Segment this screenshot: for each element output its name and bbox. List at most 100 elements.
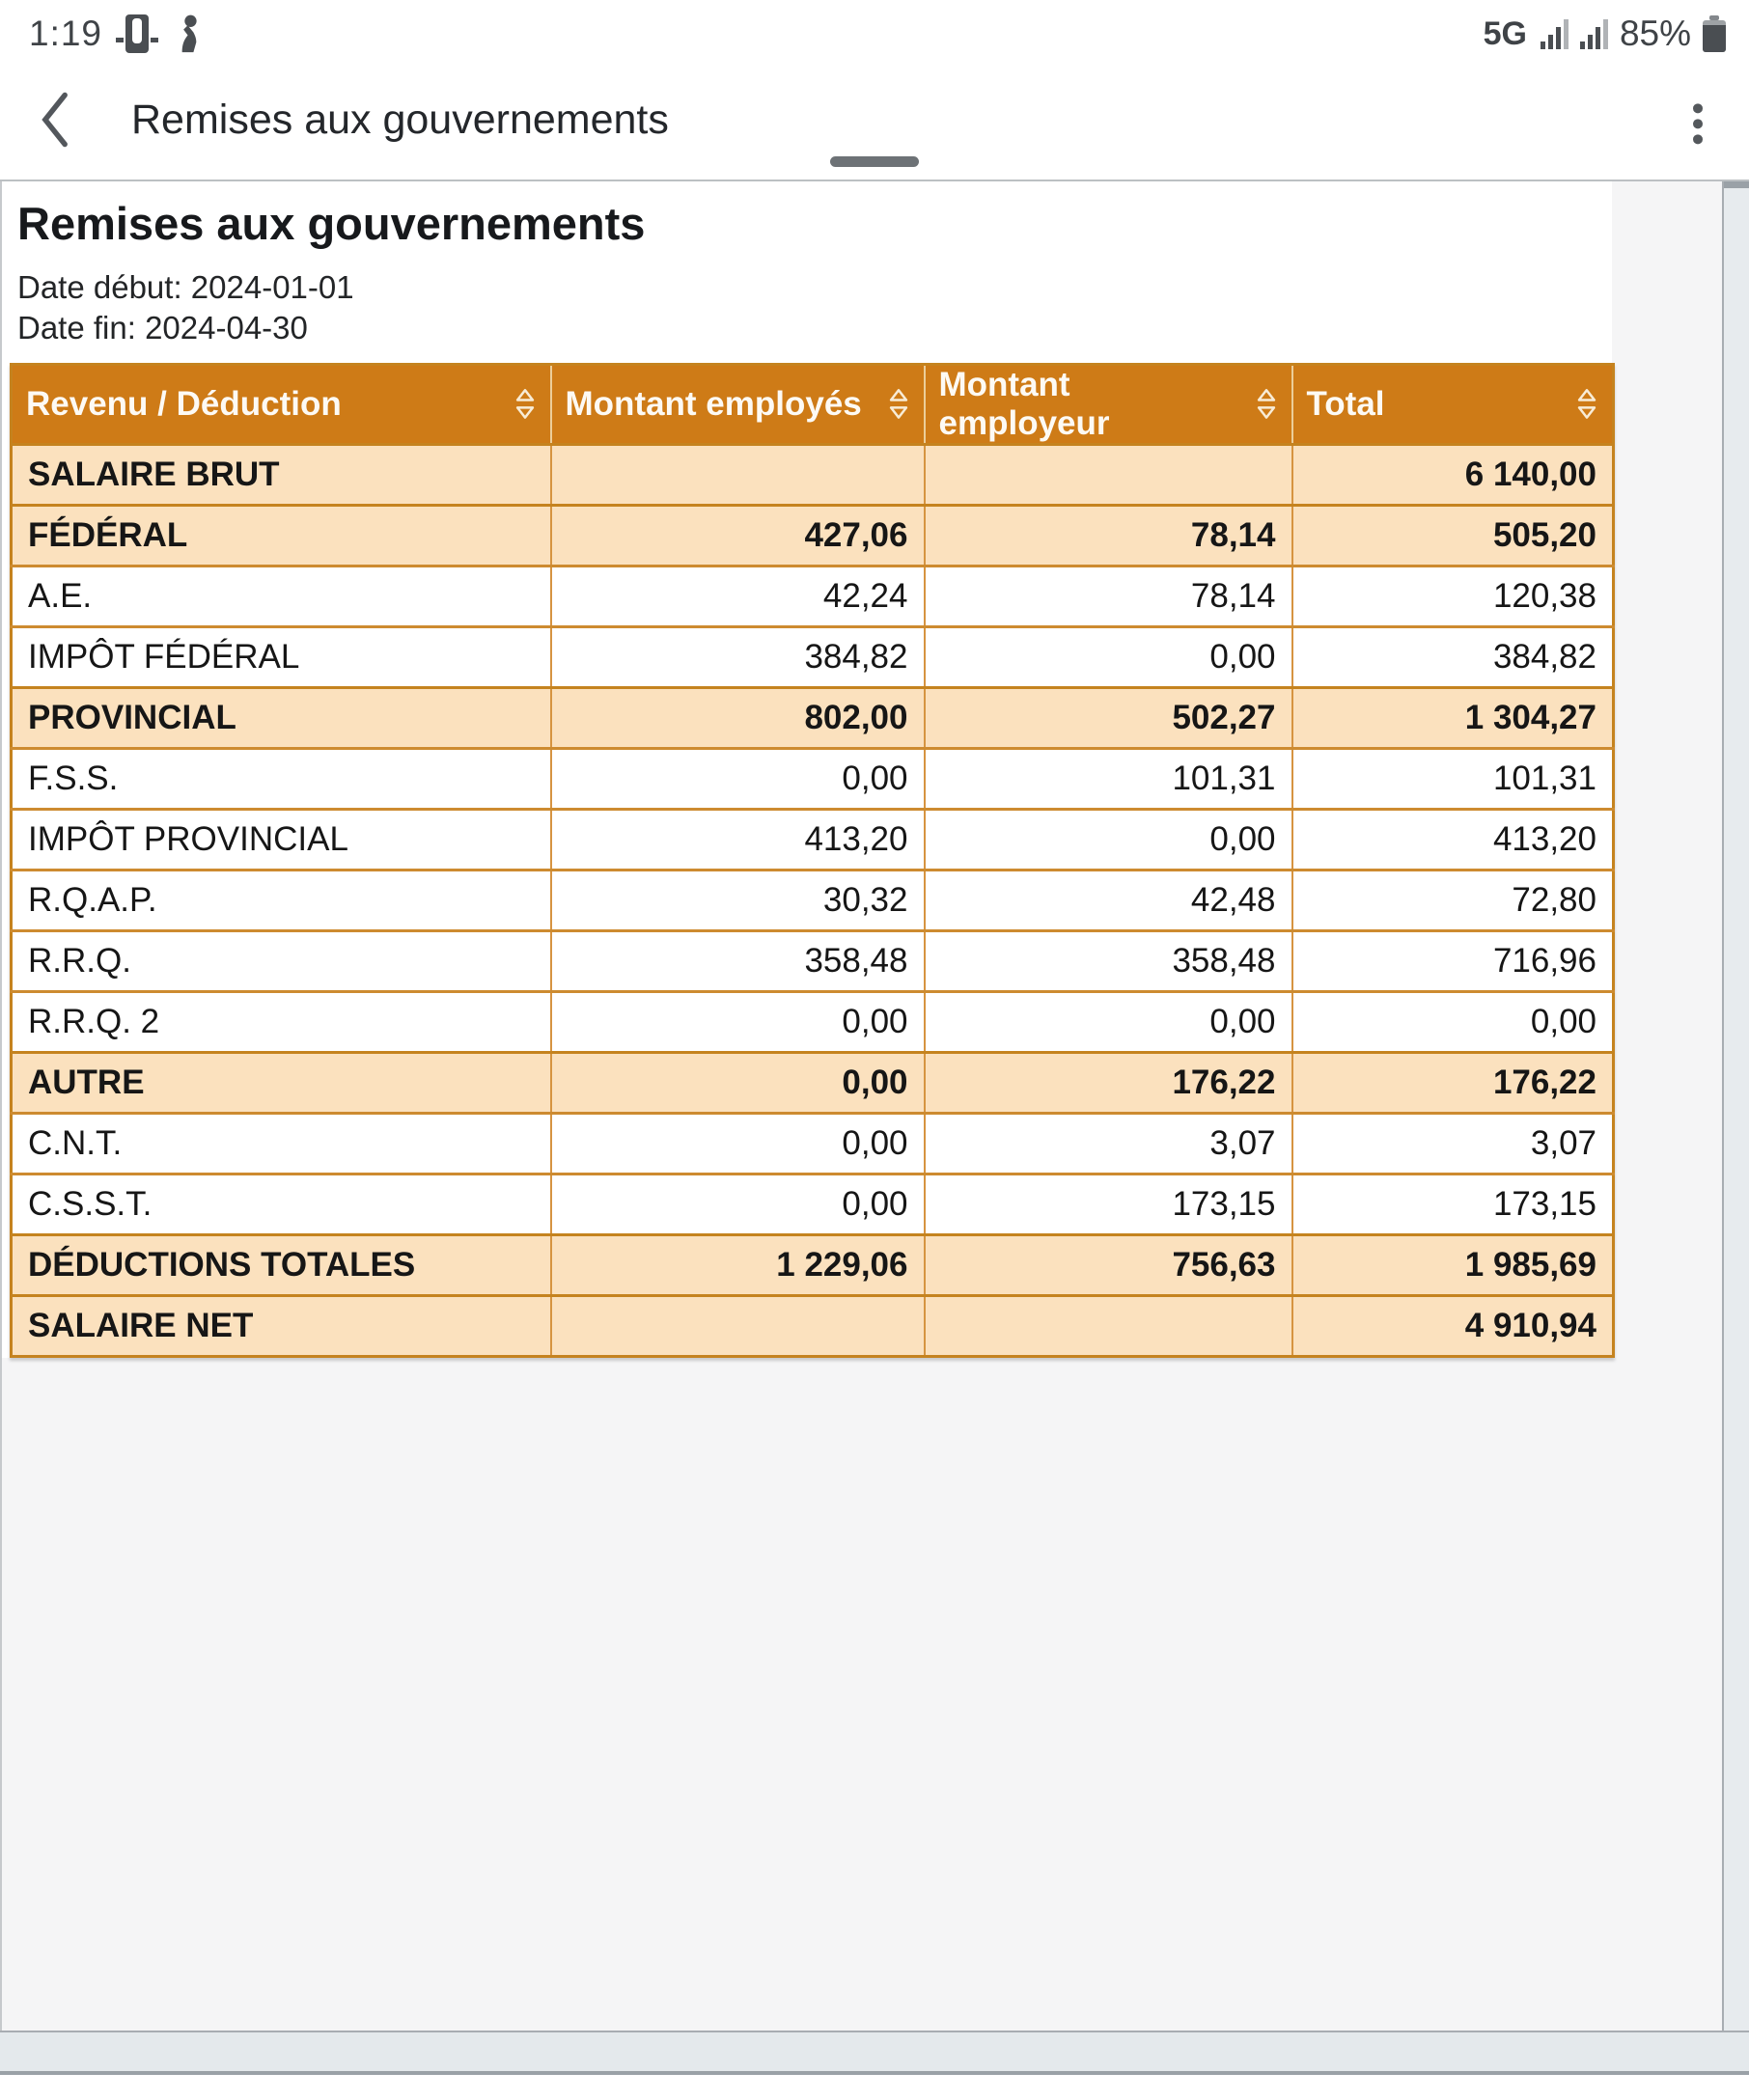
total-amount-cell: 6 140,00 <box>1291 443 1615 507</box>
status-bar-right: 5G 85% <box>1484 14 1726 54</box>
table-row: PROVINCIAL 802,00 502,27 1 304,27 <box>10 686 1615 750</box>
row-label-cell: IMPÔT PROVINCIAL <box>10 808 552 871</box>
row-label-cell: FÉDÉRAL <box>10 504 552 567</box>
employee-amount-cell: 42,24 <box>549 565 926 628</box>
total-amount-cell: 716,96 <box>1291 929 1615 993</box>
table-row: R.R.Q. 358,48 358,48 716,96 <box>10 929 1615 993</box>
employer-amount-cell: 101,31 <box>923 747 1293 811</box>
total-amount-cell: 1 304,27 <box>1291 686 1615 750</box>
employee-amount-cell <box>549 1294 926 1358</box>
sort-icon <box>889 389 907 420</box>
column-header-revenue-deduction[interactable]: Revenu / Déduction <box>10 364 552 447</box>
row-label-cell: AUTRE <box>10 1051 552 1115</box>
table-row: FÉDÉRAL 427,06 78,14 505,20 <box>10 504 1615 567</box>
page-title: Remises aux gouvernements <box>131 96 669 143</box>
total-amount-cell: 384,82 <box>1291 625 1615 689</box>
person-status-icon <box>181 14 197 53</box>
column-header-label: Montant employeur <box>938 366 1110 443</box>
employee-amount-cell: 1 229,06 <box>549 1233 926 1297</box>
total-amount-cell: 101,31 <box>1291 747 1615 811</box>
battery-percent-label: 85% <box>1619 14 1691 53</box>
column-header-label: Revenu / Déduction <box>26 385 342 424</box>
split-view-right-divider[interactable] <box>1724 181 1749 2031</box>
phone-status-icon <box>116 13 159 55</box>
overflow-menu-button[interactable] <box>1687 97 1708 150</box>
employee-amount-cell: 802,00 <box>549 686 926 750</box>
total-amount-cell: 120,38 <box>1291 565 1615 628</box>
remittance-table: Revenu / Déduction Montant employés Mont… <box>10 363 1615 1359</box>
employer-amount-cell: 0,00 <box>923 808 1293 871</box>
table-row: SALAIRE BRUT 6 140,00 <box>10 443 1615 507</box>
content-row: Remises aux gouvernements Date début: 20… <box>0 180 1749 2031</box>
total-amount-cell: 176,22 <box>1291 1051 1615 1115</box>
employer-amount-cell: 78,14 <box>923 565 1293 628</box>
report-card: Remises aux gouvernements Date début: 20… <box>2 181 1615 1359</box>
employee-amount-cell: 384,82 <box>549 625 926 689</box>
date-end-label: Date fin: 2024-04-30 <box>17 309 308 345</box>
table-row: AUTRE 0,00 176,22 176,22 <box>10 1051 1615 1115</box>
battery-icon <box>1703 15 1726 52</box>
row-label-cell: F.S.S. <box>10 747 552 811</box>
row-label-cell: DÉDUCTIONS TOTALES <box>10 1233 552 1297</box>
row-label-cell: A.E. <box>10 565 552 628</box>
back-button[interactable] <box>39 91 81 149</box>
table-row: C.N.T. 0,00 3,07 3,07 <box>10 1112 1615 1175</box>
table-row: C.S.S.T. 0,00 173,15 173,15 <box>10 1173 1615 1236</box>
employer-amount-cell: 0,00 <box>923 990 1293 1054</box>
employee-amount-cell: 0,00 <box>549 1173 926 1236</box>
employer-amount-cell: 358,48 <box>923 929 1293 993</box>
row-label-cell: R.Q.A.P. <box>10 869 552 932</box>
column-header-label: Montant employés <box>565 385 862 424</box>
employee-amount-cell <box>549 443 926 507</box>
row-label-cell: R.R.Q. 2 <box>10 990 552 1054</box>
total-amount-cell: 72,80 <box>1291 869 1615 932</box>
network-type-label: 5G <box>1483 14 1527 52</box>
employer-amount-cell: 3,07 <box>923 1112 1293 1175</box>
app-header: Remises aux gouvernements <box>0 60 1749 180</box>
window-drag-handle[interactable] <box>830 156 919 167</box>
sort-icon <box>515 389 534 420</box>
employee-amount-cell: 0,00 <box>549 1051 926 1115</box>
employer-amount-cell: 42,48 <box>923 869 1293 932</box>
column-header-label: Total <box>1306 385 1385 424</box>
total-amount-cell: 1 985,69 <box>1291 1233 1615 1297</box>
table-row: IMPÔT FÉDÉRAL 384,82 0,00 384,82 <box>10 625 1615 689</box>
total-amount-cell: 4 910,94 <box>1291 1294 1615 1358</box>
employee-amount-cell: 0,00 <box>549 1112 926 1175</box>
signal-icon-sim2 <box>1579 18 1608 49</box>
total-amount-cell: 0,00 <box>1291 990 1615 1054</box>
total-amount-cell: 413,20 <box>1291 808 1615 871</box>
table-row: R.R.Q. 2 0,00 0,00 0,00 <box>10 990 1615 1054</box>
table-row: R.Q.A.P. 30,32 42,48 72,80 <box>10 869 1615 932</box>
row-label-cell: PROVINCIAL <box>10 686 552 750</box>
split-view-bottom-divider[interactable] <box>0 2031 1749 2075</box>
row-label-cell: C.N.T. <box>10 1112 552 1175</box>
employer-amount-cell: 756,63 <box>923 1233 1293 1297</box>
row-label-cell: R.R.Q. <box>10 929 552 993</box>
total-amount-cell: 3,07 <box>1291 1112 1615 1175</box>
employee-amount-cell: 30,32 <box>549 869 926 932</box>
content-area: Remises aux gouvernements Date début: 20… <box>0 181 1724 2031</box>
employer-amount-cell <box>923 1294 1293 1358</box>
date-range: Date début: 2024-01-01 Date fin: 2024-04… <box>17 267 1612 347</box>
column-header-employee-amount[interactable]: Montant employés <box>549 364 926 447</box>
employee-amount-cell: 0,00 <box>549 747 926 811</box>
employer-amount-cell: 78,14 <box>923 504 1293 567</box>
total-amount-cell: 173,15 <box>1291 1173 1615 1236</box>
employee-amount-cell: 413,20 <box>549 808 926 871</box>
column-header-total[interactable]: Total <box>1291 364 1615 447</box>
employer-amount-cell: 173,15 <box>923 1173 1293 1236</box>
row-label-cell: C.S.S.T. <box>10 1173 552 1236</box>
bottom-gutter <box>0 2075 1749 2100</box>
employee-amount-cell: 427,06 <box>549 504 926 567</box>
back-chevron-icon <box>42 92 68 148</box>
table-row: IMPÔT PROVINCIAL 413,20 0,00 413,20 <box>10 808 1615 871</box>
row-label-cell: IMPÔT FÉDÉRAL <box>10 625 552 689</box>
row-label-cell: SALAIRE BRUT <box>10 443 552 507</box>
table-row: SALAIRE NET 4 910,94 <box>10 1294 1615 1358</box>
column-header-employer-amount[interactable]: Montant employeur <box>923 364 1293 447</box>
employer-amount-cell: 0,00 <box>923 625 1293 689</box>
status-bar: 1:19 5G 85% <box>0 0 1749 60</box>
status-bar-left: 1:19 <box>29 13 1484 55</box>
